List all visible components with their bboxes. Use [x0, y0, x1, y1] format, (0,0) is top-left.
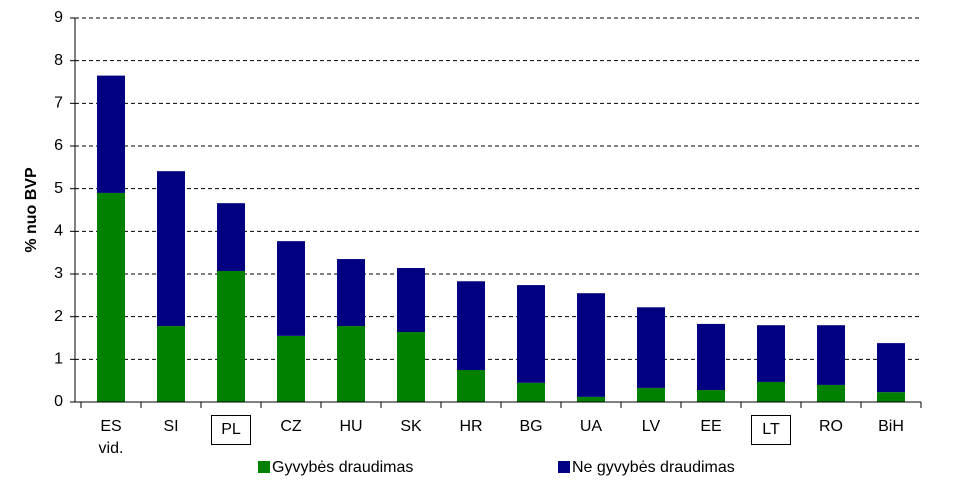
bar-segment	[397, 332, 425, 402]
y-tick-label: 2	[54, 308, 63, 325]
bar-segment	[757, 325, 785, 382]
bar-segment	[697, 390, 725, 402]
x-tick-label: ES vid.	[98, 418, 124, 457]
y-tick-label: 9	[54, 9, 63, 26]
x-tick-label: PL	[211, 415, 251, 445]
bar-segment	[877, 343, 905, 393]
y-tick-label: 1	[54, 351, 63, 368]
x-tick-label: EE	[700, 418, 722, 435]
x-tick-label: CZ	[280, 418, 302, 435]
y-tick-label: 0	[54, 393, 63, 410]
x-tick-label: SI	[163, 418, 179, 435]
bar-segment	[637, 387, 665, 402]
bar-segment	[337, 259, 365, 327]
bar-segment	[217, 203, 245, 272]
bar-segment	[277, 241, 305, 336]
legend-label: Ne gyvybės draudimas	[572, 459, 735, 476]
x-tick-label: BiH	[878, 418, 904, 435]
x-tick-label: SK	[400, 418, 422, 435]
bar-segment	[637, 307, 665, 388]
bar-segment	[97, 192, 125, 402]
y-tick-label: 6	[54, 137, 63, 154]
y-tick-label: 4	[54, 223, 63, 240]
y-axis-label: % nuo BVP	[23, 167, 40, 253]
bar-segment	[517, 285, 545, 383]
bar-segment	[157, 171, 185, 327]
bar-segment	[817, 325, 845, 385]
y-tick-label: 3	[54, 265, 63, 282]
bar-segment	[577, 293, 605, 397]
bar-segment	[817, 384, 845, 402]
x-tick-label: RO	[819, 418, 843, 435]
bar-segment	[517, 382, 545, 402]
x-tick-label: BG	[519, 418, 543, 435]
bar-segment	[157, 326, 185, 402]
bar-segment	[577, 396, 605, 402]
y-tick-label: 8	[54, 52, 63, 69]
bar-segment	[397, 268, 425, 333]
bar-segment	[697, 323, 725, 391]
legend-swatch	[558, 461, 570, 473]
bar-segment	[457, 281, 485, 370]
x-tick-label: UA	[579, 418, 603, 435]
bar-segment	[877, 392, 905, 402]
bar-segment	[97, 75, 125, 193]
legend-swatch	[258, 461, 270, 473]
bar-segment	[277, 335, 305, 402]
y-tick-label: 5	[54, 180, 63, 197]
legend-label: Gyvybės draudimas	[272, 459, 413, 476]
bar-segment	[457, 370, 485, 402]
x-tick-label: HR	[459, 418, 483, 435]
bar-segment	[337, 326, 365, 402]
bar-segment	[757, 381, 785, 402]
x-tick-label: LT	[751, 415, 791, 445]
x-tick-label: LV	[641, 418, 661, 435]
x-tick-label: HU	[339, 418, 363, 435]
y-tick-label: 7	[54, 95, 63, 112]
bar-segment	[217, 271, 245, 402]
